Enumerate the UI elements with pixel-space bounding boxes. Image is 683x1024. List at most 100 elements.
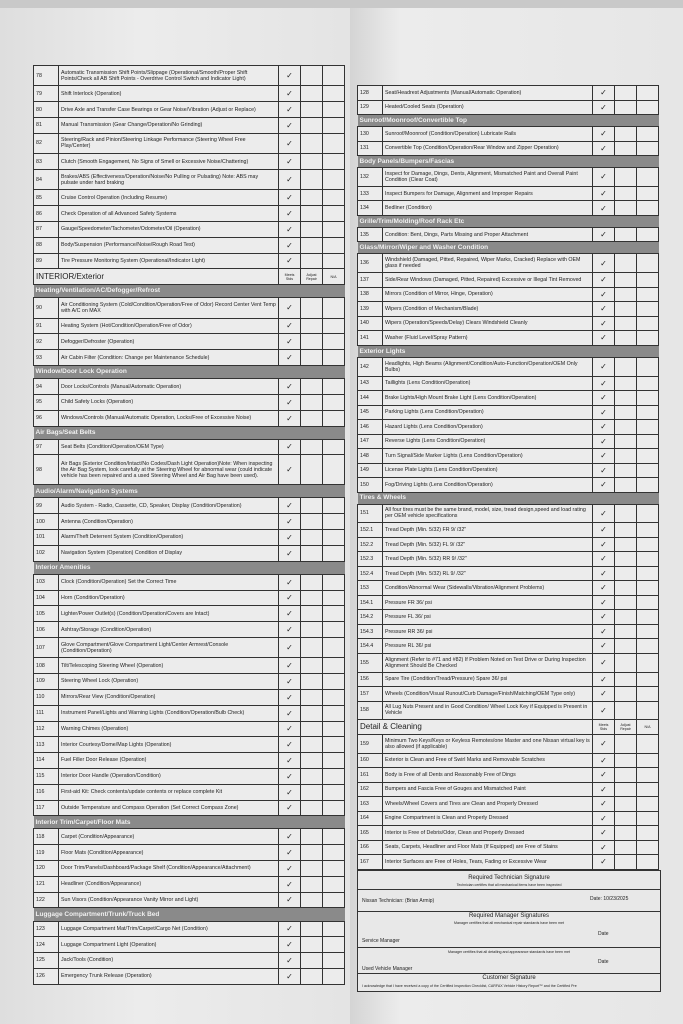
tech-date: Date: 10/23/2025: [590, 896, 629, 902]
checklist-row: 114 Fuel Filler Door Release (Operation) ✓: [33, 752, 345, 769]
checklist-row: 143 Taillights (Lens Condition/Operation)…: [357, 375, 659, 391]
repair-check: [300, 220, 323, 238]
na-check: [322, 720, 345, 738]
item-number: 129: [357, 99, 383, 115]
meets-check: ✓: [592, 594, 615, 611]
item-text: Pressure RL 36/ psi: [382, 638, 593, 654]
checklist-row: 103 Clock (Condition/Operation) Set the C…: [33, 573, 345, 591]
checklist-row: Heating/Ventilation/AC/Defogger/Refrost: [33, 284, 345, 299]
meets-check: ✓: [278, 409, 301, 427]
meets-check: ✓: [592, 825, 615, 841]
checklist-row: 104 Horn (Condition/Operation) ✓: [33, 589, 345, 607]
item-number: 92: [33, 333, 59, 351]
meets-check: ✓: [278, 875, 301, 893]
meets-check: ✓: [592, 315, 615, 332]
checklist-row: Interior Trim/Carpet/Floor Mats: [33, 815, 345, 830]
meets-check: ✓: [592, 272, 615, 288]
meets-check: ✓: [278, 621, 301, 638]
meets-check: ✓: [592, 356, 615, 377]
na-check: [636, 551, 659, 567]
section-header: Sunroof/Moonroof/Convertible Top: [357, 113, 659, 128]
na-check: [636, 433, 659, 449]
item-text: Child Safety Locks (Operation): [58, 393, 279, 411]
na-check: [322, 752, 345, 769]
repair-check: [300, 64, 323, 87]
table-header: Detail & Cleaning: [357, 719, 593, 735]
repair-check: [300, 393, 323, 411]
item-text: Tire Pressure Monitoring System (Operati…: [58, 252, 279, 270]
na-check: [636, 623, 659, 640]
meets-check: ✓: [592, 301, 615, 317]
item-number: 124: [33, 936, 59, 954]
na-check: [636, 85, 659, 101]
item-number: 97: [33, 438, 59, 456]
meets-check: ✓: [278, 967, 301, 986]
repair-check: [300, 704, 323, 722]
item-text: Inspect Bumpers for Damage, Alignment an…: [382, 185, 593, 202]
na-check: [322, 220, 345, 238]
item-text: Wheels (Condition/Visual Runout/Curb Dam…: [382, 686, 593, 702]
meets-check: ✓: [592, 167, 615, 187]
used-note: Manager certifies that all detailing and…: [447, 950, 571, 954]
na-check: [636, 733, 659, 754]
checklist-row: 151 All four tires must be the same brand…: [357, 503, 659, 524]
repair-check: [300, 497, 323, 515]
checklist-row: 123 Luggage Compartment Mat/Trim/Carpet/C…: [33, 920, 345, 938]
na-check: [636, 594, 659, 611]
na-check: [636, 375, 659, 391]
item-number: 163: [357, 796, 383, 812]
checklist-row: 158 All Lug Nuts Present and in Good Cond…: [357, 700, 659, 721]
na-check: [322, 688, 345, 706]
meets-check: ✓: [278, 252, 301, 270]
manager-title: Required Manager Signatures: [468, 913, 550, 919]
checklist-row: 156 Spare Tire (Condition/Tread/Pressure)…: [357, 671, 659, 688]
checklist-row: 141 Washer (Fluid Level/Spray Pattern) ✓: [357, 330, 659, 346]
item-number: 157: [357, 686, 383, 702]
meets-check: ✓: [592, 551, 615, 567]
checklist-row: Sunroof/Moonroof/Convertible Top: [357, 113, 659, 128]
item-number: 144: [357, 390, 383, 406]
na-check: [636, 253, 659, 274]
column-header: N/A: [636, 719, 659, 735]
checklist-row: 122 Sun Visors (Condition/Appearance Vani…: [33, 891, 345, 909]
item-text: License Plate Lights (Lens Condition/Ope…: [382, 462, 593, 478]
na-check: [322, 767, 345, 785]
manager-note: Manager certifies that all mechanical re…: [453, 921, 565, 925]
item-number: 96: [33, 409, 59, 427]
item-text: Wipers (Condition of Mechanism/Blade): [382, 301, 593, 317]
item-number: 130: [357, 126, 383, 142]
checklist-row: 162 Bumpers and Fascia Free of Gouges and…: [357, 781, 659, 797]
item-number: 113: [33, 736, 59, 754]
item-number: 86: [33, 205, 59, 222]
item-number: 137: [357, 272, 383, 288]
na-check: [636, 652, 659, 673]
item-number: 150: [357, 477, 383, 493]
meets-check: ✓: [592, 140, 615, 157]
item-number: 100: [33, 513, 59, 531]
meets-check: ✓: [278, 544, 301, 562]
na-check: [636, 839, 659, 855]
repair-check: [300, 783, 323, 801]
checklist-row: 99 Audio System - Radio, Cassette, CD, Sp…: [33, 497, 345, 515]
checklist-row: 154.3 Pressure RR 36/ psi ✓: [357, 623, 659, 640]
column-header: Adjust Repair: [300, 268, 323, 286]
section-header: Interior Trim/Carpet/Floor Mats: [33, 815, 345, 830]
repair-check: [614, 609, 637, 625]
item-text: Spare Tire (Condition/Tread/Pressure) Sp…: [382, 671, 593, 688]
item-text: Brakes/ABS (Effectiveness/Operation/Nois…: [58, 168, 279, 191]
item-number: 78: [33, 64, 59, 87]
item-text: Bumpers and Fascia Free of Gouges and Mi…: [382, 781, 593, 797]
repair-check: [300, 636, 323, 659]
item-text: Washer (Fluid Level/Spray Pattern): [382, 330, 593, 346]
na-check: [322, 544, 345, 562]
item-text: Emergency Trunk Release (Operation): [58, 967, 279, 986]
item-text: Condition/Abnormal Wear (Sidewalls/Vibra…: [382, 580, 593, 596]
repair-check: [300, 736, 323, 754]
checklist-row: 167 Interior Surfaces are Free of Holes, …: [357, 854, 659, 870]
meets-check: ✓: [592, 810, 615, 826]
meets-check: ✓: [278, 920, 301, 938]
repair-check: [300, 454, 323, 486]
na-check: [322, 605, 345, 623]
checklist-row: 161 Body is Free of all Dents and Reasona…: [357, 767, 659, 783]
na-check: [322, 636, 345, 659]
